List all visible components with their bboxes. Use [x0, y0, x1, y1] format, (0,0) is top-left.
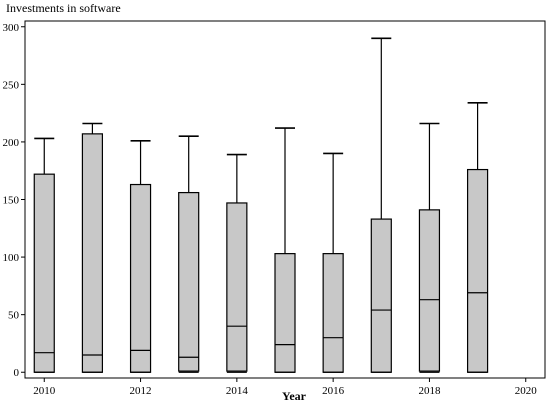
y-tick-label: 50 [8, 310, 20, 322]
box-2013 [178, 135, 200, 373]
iqr-box [466, 168, 489, 373]
iqr-box [129, 183, 152, 373]
iqr-box [370, 218, 392, 373]
x-tick-label: 2010 [33, 385, 56, 397]
iqr-box [81, 133, 104, 373]
iqr-box [322, 253, 344, 373]
y-tick-label: 0 [14, 367, 20, 379]
x-tick-label: 2020 [515, 385, 538, 397]
box-2017 [370, 37, 392, 373]
box-2015 [274, 127, 296, 373]
x-axis-label: Year [282, 389, 307, 403]
x-tick-label: 2014 [226, 385, 249, 397]
box-2016 [322, 152, 344, 373]
x-tick-label: 2012 [130, 385, 152, 397]
y-tick-label: 200 [3, 137, 20, 149]
y-tick-label: 300 [3, 22, 20, 34]
iqr-box [33, 173, 55, 373]
box-2011 [81, 122, 104, 373]
x-tick-label: 2016 [322, 385, 345, 397]
iqr-box [178, 191, 200, 372]
x-tick-label: 2018 [418, 385, 441, 397]
y-axis-ticks: 0 50 100 150 200 250 300 [3, 22, 25, 379]
iqr-box [274, 253, 296, 373]
iqr-box [226, 202, 248, 372]
iqr-box [418, 209, 441, 372]
x-axis-ticks: 2010 2012 2014 2016 2018 2020 [33, 378, 537, 397]
box-2018 [418, 122, 441, 373]
y-tick-label: 100 [3, 252, 20, 264]
y-axis-label: Investments in software [6, 1, 121, 15]
box-2012 [129, 139, 152, 373]
box-2019 [466, 101, 489, 373]
box-2014 [226, 153, 248, 373]
boxes-group [33, 37, 489, 373]
box-2010 [33, 137, 55, 373]
y-tick-label: 250 [3, 79, 20, 91]
y-tick-label: 150 [3, 195, 20, 207]
